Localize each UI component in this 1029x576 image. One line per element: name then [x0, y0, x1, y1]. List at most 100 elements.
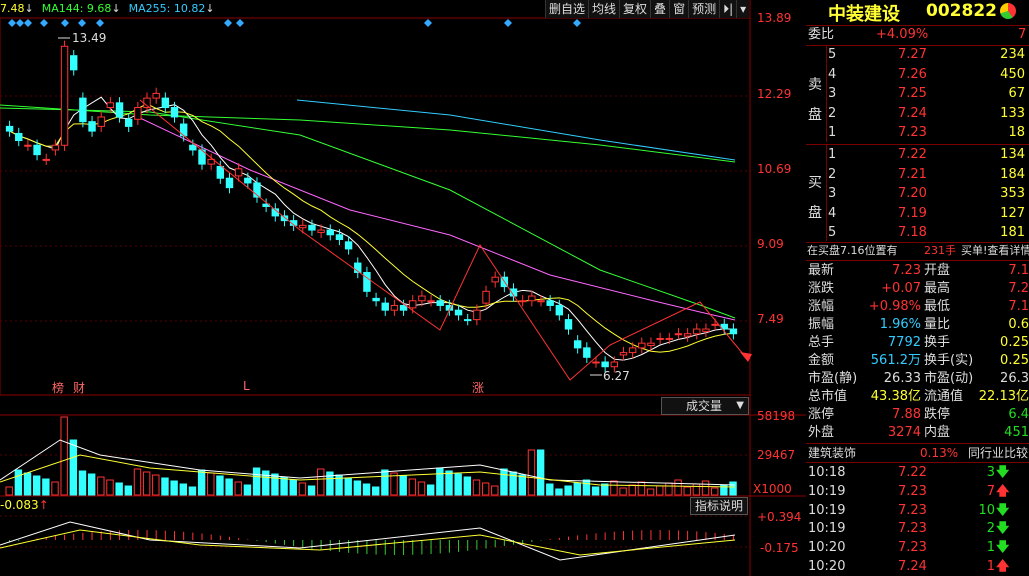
- tick-time: 10:18: [808, 465, 846, 480]
- candle-body: [656, 337, 664, 340]
- tick-row: 10:19 7.23 2 🡇: [806, 520, 1029, 538]
- sell-volume: 234: [1000, 47, 1025, 62]
- volume-bar: [170, 480, 178, 496]
- event-tag-finance[interactable]: 财: [73, 381, 86, 395]
- volume-indicator-dropdown[interactable]: 成交量 ▼: [661, 397, 749, 415]
- overlay-button[interactable]: 叠: [650, 0, 669, 18]
- volume-bar: [152, 474, 160, 496]
- chevron-down-icon[interactable]: ▾: [736, 0, 749, 18]
- candle-body: [70, 55, 78, 71]
- candle-body: [335, 234, 344, 240]
- wei-bi-value: +4.09%: [876, 27, 929, 42]
- low-price-label: 6.27: [603, 369, 630, 383]
- divider: [806, 260, 1029, 261]
- price-panel-frame: [0, 17, 751, 396]
- sell-price: 7.26: [898, 66, 927, 82]
- volume-bar: [326, 471, 334, 496]
- arrow-up-icon: 🡅: [996, 483, 1010, 499]
- candle-body: [152, 92, 160, 99]
- quote-row: 涨幅 +0.98% 最低 7.1: [806, 298, 1029, 316]
- volume-bar: [637, 481, 646, 496]
- volume-bar: [243, 484, 252, 496]
- high-price-label: 13.49: [72, 31, 107, 45]
- pie-chart-icon[interactable]: [1000, 3, 1016, 19]
- expand-icon[interactable]: ⏵|: [719, 0, 736, 18]
- volume-bar: [646, 488, 655, 496]
- volume-bar: [289, 479, 297, 496]
- volume-bar: [426, 484, 435, 496]
- volume-bar: [14, 469, 23, 496]
- volume-bar: [115, 482, 123, 496]
- candle-body: [610, 361, 619, 368]
- candle-body: [399, 304, 408, 311]
- candle-body: [106, 102, 115, 109]
- candle-body: [5, 125, 14, 132]
- sell-level-row[interactable]: 2 7.24 133: [806, 105, 1029, 123]
- volume-bar: [60, 416, 68, 496]
- event-tag-l[interactable]: L: [243, 379, 250, 393]
- remove-watchlist-button[interactable]: 删自选: [545, 0, 588, 18]
- stock-code: 002822: [926, 1, 997, 21]
- candle-body: [482, 290, 490, 304]
- candle-body: [33, 144, 41, 156]
- candle-body: [619, 352, 628, 356]
- divider: [806, 242, 1029, 243]
- buy-level-row[interactable]: 2 7.21 184: [806, 166, 1029, 184]
- sell-price: 7.23: [898, 125, 927, 140]
- event-tag-limit-up[interactable]: 涨: [472, 381, 485, 395]
- volume-bar: [78, 470, 87, 496]
- wei-bi-row: 委比 +4.09% 7: [806, 26, 1029, 44]
- quote-value: 7.23: [892, 263, 921, 278]
- sell-level-row[interactable]: 5 7.27 234: [806, 46, 1029, 64]
- tick-row: 10:19 7.23 10 🡇: [806, 502, 1029, 520]
- moving-average-button[interactable]: 均线: [588, 0, 619, 18]
- sell-level-row[interactable]: 1 7.23 18: [806, 124, 1029, 142]
- buy-level-row[interactable]: 3 7.20 353: [806, 185, 1029, 203]
- volume-bar: [234, 481, 242, 496]
- forecast-button[interactable]: 预测: [688, 0, 719, 18]
- quote-label: 最新: [808, 263, 835, 278]
- big-order-notice[interactable]: 在买盘7.16位置有 231手 买单!查看详情: [806, 242, 1029, 260]
- volume-bar: [69, 439, 78, 496]
- quote-value: 451: [1004, 425, 1029, 440]
- quote-value: 3274: [887, 425, 921, 440]
- volume-bar: [381, 469, 389, 496]
- adjust-price-button[interactable]: 复权: [619, 0, 650, 18]
- big-order-link[interactable]: 买单!查看详情: [961, 244, 1029, 257]
- candle-body: [573, 340, 582, 349]
- sell-volume: 18: [1008, 125, 1025, 140]
- window-button[interactable]: 窗: [669, 0, 688, 18]
- event-tag-list[interactable]: 榜: [52, 381, 65, 395]
- candle-body: [592, 361, 600, 364]
- kline-chart[interactable]: [0, 0, 806, 576]
- industry-name[interactable]: 建筑装饰: [808, 446, 857, 460]
- tick-time: 10:20: [808, 540, 846, 556]
- sell-level-row[interactable]: 4 7.26 450: [806, 66, 1029, 84]
- quote-label: 总市值: [808, 389, 848, 404]
- macd-dif-line: [0, 521, 736, 561]
- tick-row: 10:19 7.23 7 🡅: [806, 483, 1029, 501]
- buy-level-row[interactable]: 1 7.22 134: [806, 146, 1029, 164]
- wave-trend-line: [139, 99, 749, 381]
- sell-level-row[interactable]: 3 7.25 67: [806, 85, 1029, 103]
- quote-label: 跌停: [924, 407, 951, 422]
- divider: [826, 145, 827, 241]
- tick-volume: 7: [986, 483, 995, 499]
- signal-diamond-icon: [61, 19, 69, 27]
- industry-row[interactable]: 建筑装饰 0.13% 同行业比较: [806, 444, 1029, 462]
- wei-bi-label: 委比: [808, 27, 835, 42]
- buy-level-row[interactable]: 5 7.18 181: [806, 224, 1029, 242]
- signal-diamond-icon: [16, 19, 24, 27]
- quote-value: 0.25: [1000, 335, 1029, 350]
- indicator-help-button[interactable]: 指标说明: [690, 497, 749, 515]
- industry-change: 0.13%: [920, 446, 959, 460]
- industry-compare-link[interactable]: 同行业比较: [968, 446, 1029, 460]
- volume-bar: [619, 487, 627, 496]
- sell-volume: 450: [1000, 66, 1025, 82]
- divider: [806, 443, 1029, 444]
- level-number: 5: [828, 225, 837, 240]
- volume-ma5-line: [0, 439, 736, 486]
- tick-row: 10:20 7.23 1 🡇: [806, 539, 1029, 557]
- quote-label: 振幅: [808, 317, 835, 332]
- buy-level-row[interactable]: 4 7.19 127: [806, 205, 1029, 223]
